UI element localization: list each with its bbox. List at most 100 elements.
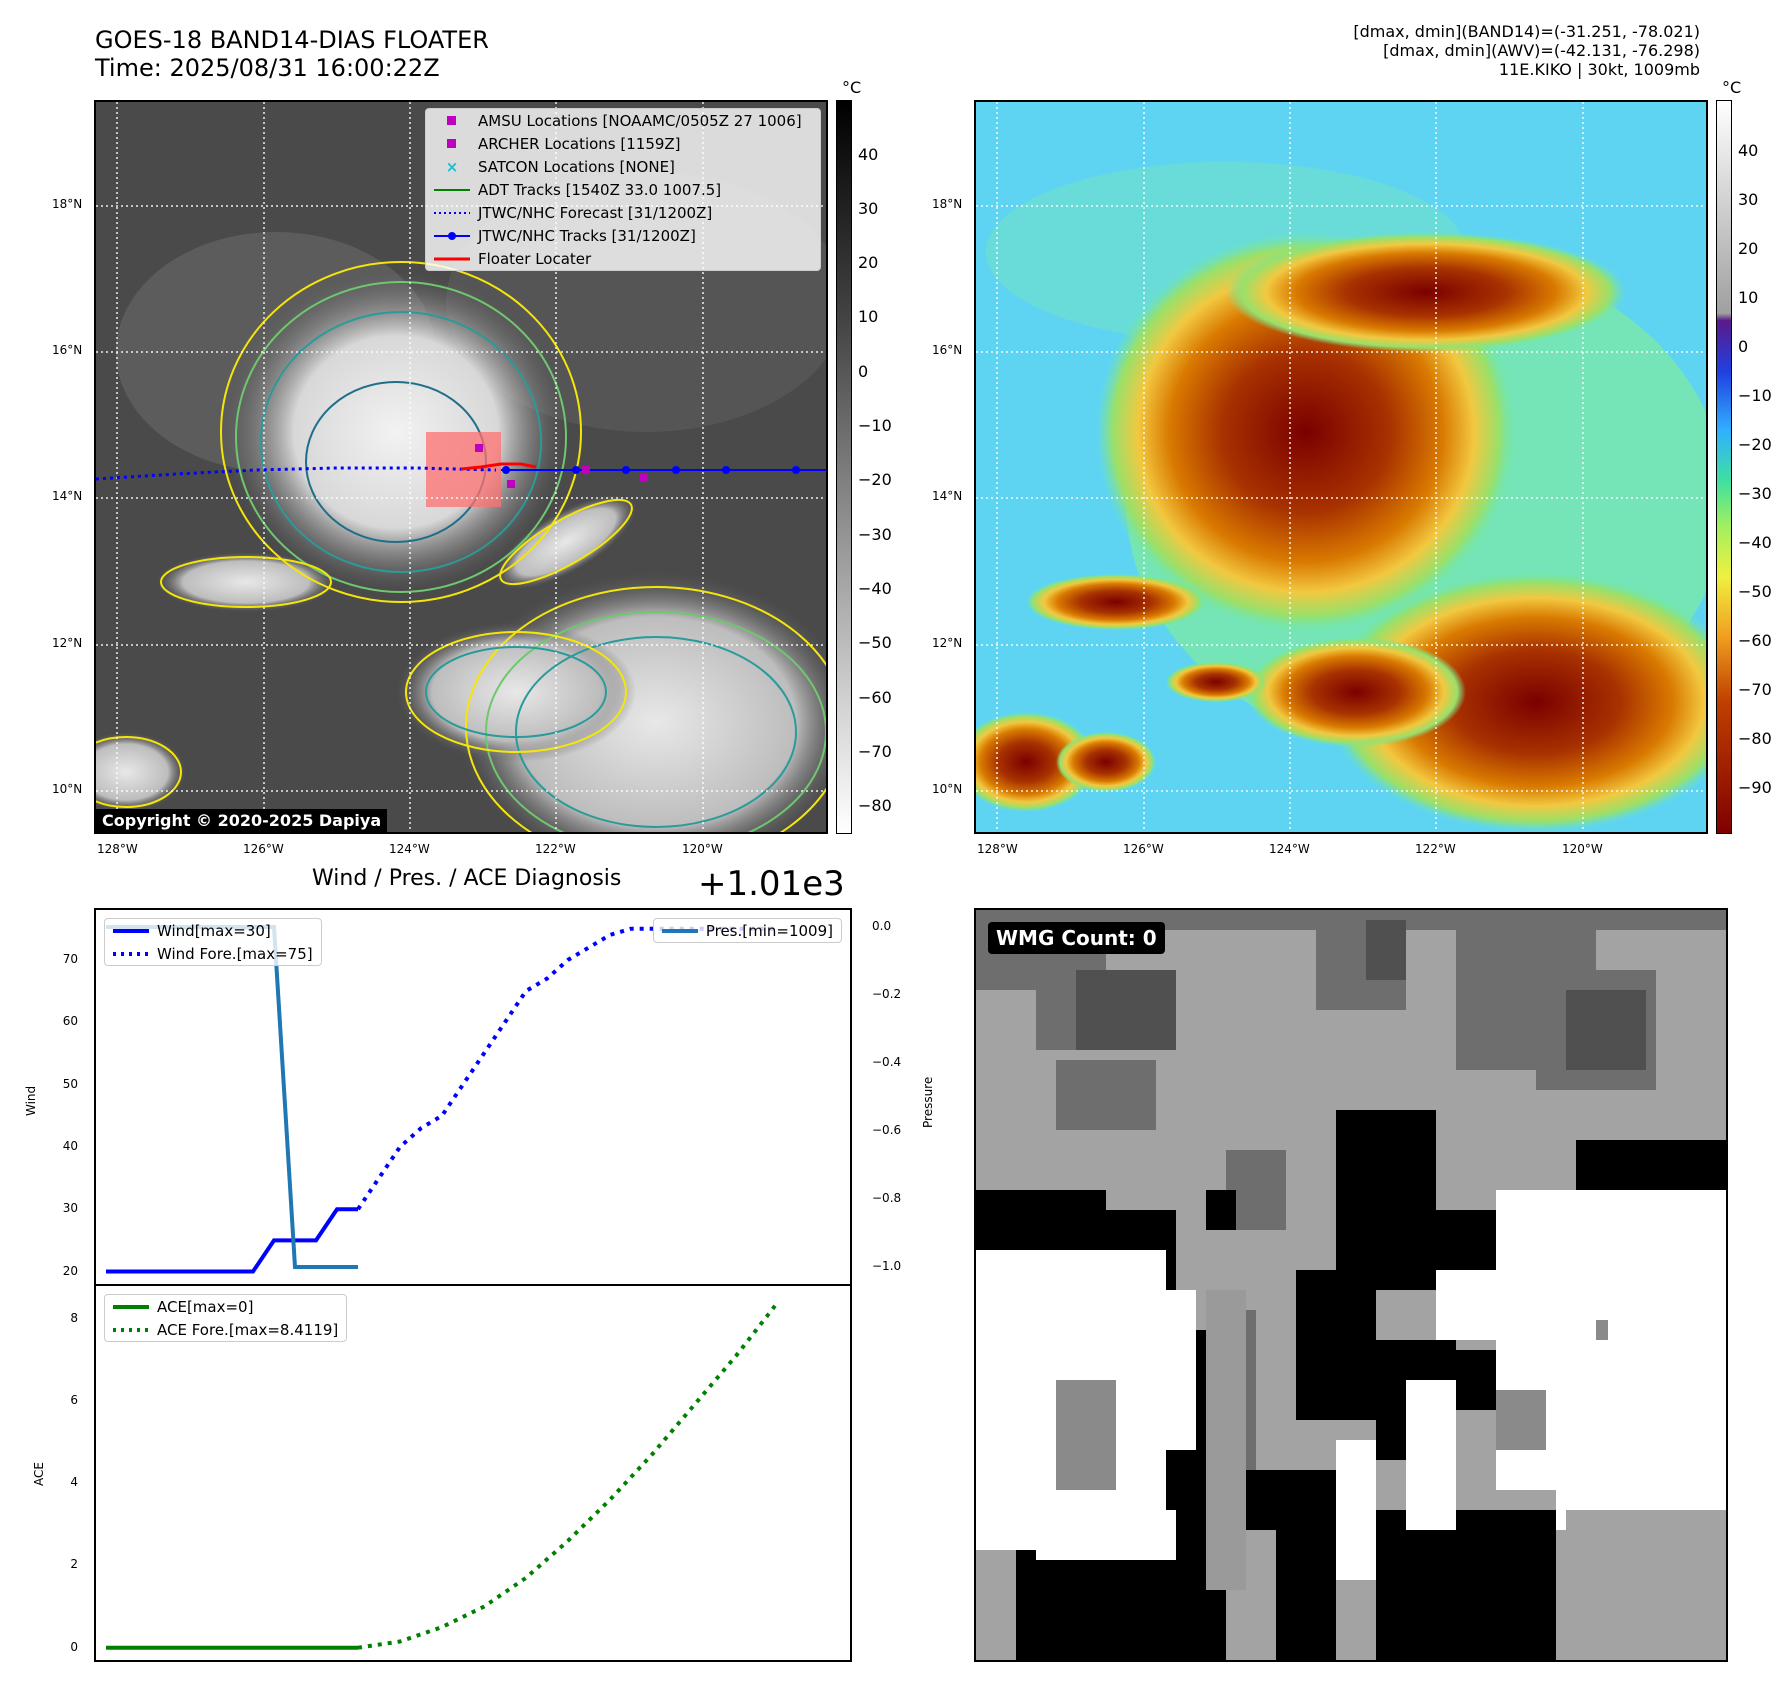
wind-ytick: 40 <box>62 1138 78 1153</box>
legend-item-ace-fore: ACE Fore.[max=8.4119] <box>105 1318 346 1341</box>
legend-item-wind-fore: Wind Fore.[max=75] <box>105 942 321 965</box>
pressure-series-line <box>106 925 358 1269</box>
legend-label: AMSU Locations [NOAAMC/0505Z 27 1006] <box>478 111 802 130</box>
cbar-tick: 10 <box>858 307 879 326</box>
cbar-tick: −60 <box>858 688 892 707</box>
cbar-tick: −50 <box>858 633 892 652</box>
lat-tick: 10°N <box>52 782 83 796</box>
lat-tick: 16°N <box>932 343 963 357</box>
copyright-label: Copyright © 2020-2025 Dapiya <box>96 809 388 832</box>
lat-tick: 18°N <box>932 197 963 211</box>
wind-ytick: 60 <box>62 1014 78 1029</box>
cbar-tick: −40 <box>858 579 892 598</box>
wind-ytick: 50 <box>62 1076 78 1091</box>
lon-tick: 120°W <box>682 842 723 856</box>
legend-item-floater: Floater Locater <box>426 247 820 270</box>
cbar-tick: −10 <box>1738 386 1772 405</box>
lat-tick: 12°N <box>932 636 963 650</box>
lon-tick: 128°W <box>977 842 1018 856</box>
legend-label: ARCHER Locations [1159Z] <box>478 134 681 153</box>
wind-series-line <box>106 1207 358 1274</box>
legend-label: SATCON Locations [NONE] <box>478 157 675 176</box>
lat-tick: 18°N <box>52 197 83 211</box>
legend-label: JTWC/NHC Forecast [31/1200Z] <box>478 203 713 222</box>
pressure-ytick: −0.8 <box>872 1191 902 1205</box>
cbar-tick: −30 <box>858 525 892 544</box>
figure-title: GOES-18 BAND14-DIAS FLOATER Time: 2025/0… <box>95 26 489 82</box>
cbar-tick: −40 <box>1738 533 1772 552</box>
wind-legend: Wind[max=30] Wind Fore.[max=75] <box>104 918 322 966</box>
lon-tick: 122°W <box>1415 842 1456 856</box>
legend-label: Pres.[min=1009] <box>705 921 833 940</box>
legend-item-wind: Wind[max=30] <box>105 919 321 942</box>
legend-item-satcon: × SATCON Locations [NONE] <box>445 157 675 176</box>
map-legend: AMSU Locations [NOAAMC/0505Z 27 1006] AR… <box>425 108 821 271</box>
cbar-tick: 40 <box>1738 141 1759 160</box>
pressure-ylabel: Pressure <box>921 1076 935 1128</box>
legend-label: ACE Fore.[max=8.4119] <box>157 1320 339 1339</box>
legend-label: ADT Tracks [1540Z 33.0 1007.5] <box>478 180 722 199</box>
cbar-tick: 20 <box>1738 239 1759 258</box>
legend-label: Floater Locater <box>478 249 592 268</box>
pressure-ytick: 0.0 <box>872 919 892 933</box>
cbar-tick: 0 <box>858 362 869 381</box>
cbar-tick: 0 <box>1738 337 1749 356</box>
legend-label: ACE[max=0] <box>157 1297 254 1316</box>
legend-item-archer: ARCHER Locations [1159Z] <box>426 132 820 155</box>
cbar-tick: 20 <box>858 253 879 272</box>
cbar-tick: −60 <box>1738 631 1772 650</box>
legend-item-tracks: JTWC/NHC Tracks [31/1200Z] <box>426 224 820 247</box>
lon-tick: 126°W <box>243 842 284 856</box>
wind-forecast-series-line <box>356 926 778 1211</box>
cbar-tick: −80 <box>1738 729 1772 748</box>
wind-ylabel: Wind <box>24 1085 38 1116</box>
cbar-tick: −20 <box>858 470 892 489</box>
cbar-tick: 10 <box>1738 288 1759 307</box>
ir-colorbar-unit: °C <box>842 78 862 97</box>
legend-item-adt: ADT Tracks [1540Z 33.0 1007.5] <box>426 178 820 201</box>
pressure-ytick: −0.4 <box>872 1055 902 1069</box>
cbar-tick: −70 <box>1738 680 1772 699</box>
ace-ytick: 6 <box>70 1393 78 1408</box>
pressure-ytick: −1.0 <box>872 1259 902 1273</box>
enhanced-colorbar <box>1716 100 1732 834</box>
legend-label: Wind[max=30] <box>157 921 271 940</box>
lat-tick: 16°N <box>52 343 83 357</box>
lat-tick: 12°N <box>52 636 83 650</box>
wind-panel: Wind[max=30] Wind Fore.[max=75] Pres.[mi… <box>94 908 852 1286</box>
legend-label: JTWC/NHC Tracks [31/1200Z] <box>478 226 696 245</box>
ace-ytick: 0 <box>70 1639 78 1654</box>
cbar-tick: −30 <box>1738 484 1772 503</box>
lon-tick: 128°W <box>97 842 138 856</box>
ace-forecast-series-line <box>357 1300 780 1650</box>
cbar-tick: 30 <box>858 199 879 218</box>
cbar-tick: −80 <box>858 796 892 815</box>
title-line2: Time: 2025/08/31 16:00:22Z <box>95 54 440 82</box>
lat-tick: 14°N <box>52 489 83 503</box>
cbar-tick: 40 <box>858 145 879 164</box>
legend-item-forecast: JTWC/NHC Forecast [31/1200Z] <box>426 201 820 224</box>
diagnosis-title: Wind / Pres. / ACE Diagnosis <box>312 866 622 891</box>
lon-tick: 126°W <box>1123 842 1164 856</box>
cbar-tick: −10 <box>858 416 892 435</box>
storm-info: [dmax, dmin](BAND14)=(-31.251, -78.021) … <box>1353 22 1700 79</box>
cbar-tick: −70 <box>858 742 892 761</box>
pressure-offset-label: +1.01e3 <box>698 864 845 904</box>
lon-tick: 122°W <box>535 842 576 856</box>
lat-tick: 10°N <box>932 782 963 796</box>
title-line1: GOES-18 BAND14-DIAS FLOATER <box>95 26 489 54</box>
wind-chart <box>106 925 778 1274</box>
info-line2: [dmax, dmin](AWV)=(-42.131, -76.298) <box>1383 41 1700 60</box>
ace-panel: ACE[max=0] ACE Fore.[max=8.4119] <box>94 1284 852 1662</box>
ace-ytick: 8 <box>70 1310 78 1325</box>
pressure-legend: Pres.[min=1009] <box>652 918 842 943</box>
ir-colorbar <box>836 100 852 834</box>
wmg-count-label: WMG Count: 0 <box>988 922 1165 954</box>
lon-tick: 124°W <box>389 842 430 856</box>
lon-tick: 120°W <box>1562 842 1603 856</box>
wmg-panel: WMG Count: 0 <box>974 908 1728 1662</box>
wmg-image <box>976 910 1726 1660</box>
ace-ytick: 2 <box>70 1557 78 1572</box>
enhanced-map-image <box>976 102 1706 832</box>
wind-ytick: 70 <box>62 951 78 966</box>
